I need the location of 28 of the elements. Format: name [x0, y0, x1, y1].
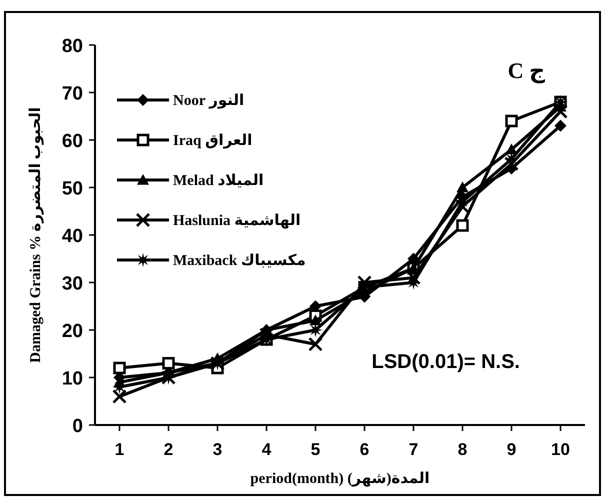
- y-tick-label: 10: [62, 368, 83, 390]
- legend-label: العراق Iraq: [173, 133, 252, 149]
- annotation: C ج: [508, 58, 546, 84]
- legend-label: الميلاد Melad: [173, 173, 264, 189]
- y-tick-label: 80: [62, 36, 83, 57]
- x-tick-label: 3: [212, 440, 222, 459]
- legend-label: مكسيباك Maxiback: [173, 253, 306, 269]
- legend-label: النور Noor: [173, 93, 244, 109]
- x-tick-label: 7: [408, 440, 418, 459]
- y-tick-label: 50: [62, 178, 83, 200]
- x-tick-label: 1: [114, 440, 124, 459]
- x-tick-label: 6: [360, 440, 370, 459]
- x-tick-label: 8: [458, 440, 468, 459]
- x-tick-label: 2: [164, 440, 174, 459]
- x-tick-label: 4: [262, 440, 272, 459]
- x-tick-label: 9: [506, 440, 516, 459]
- y-tick-label: 40: [62, 226, 83, 247]
- x-axis-title: period(month) المدة(شهر): [250, 471, 430, 487]
- legend-label: الهاشمية Haslunia: [173, 213, 301, 229]
- y-tick-label: 60: [62, 131, 83, 152]
- y-axis-title: Damaged Grains % الحبوب المتضررة: [28, 107, 44, 363]
- x-tick-label: 5: [310, 440, 320, 459]
- y-tick-label: 30: [62, 274, 83, 294]
- annotation: LSD(0.01)= N.S.: [372, 351, 520, 373]
- y-tick-label: 20: [62, 321, 83, 342]
- x-tick-label: 10: [551, 440, 570, 459]
- y-tick-label: 0: [72, 416, 83, 437]
- y-tick-label: 70: [62, 84, 83, 104]
